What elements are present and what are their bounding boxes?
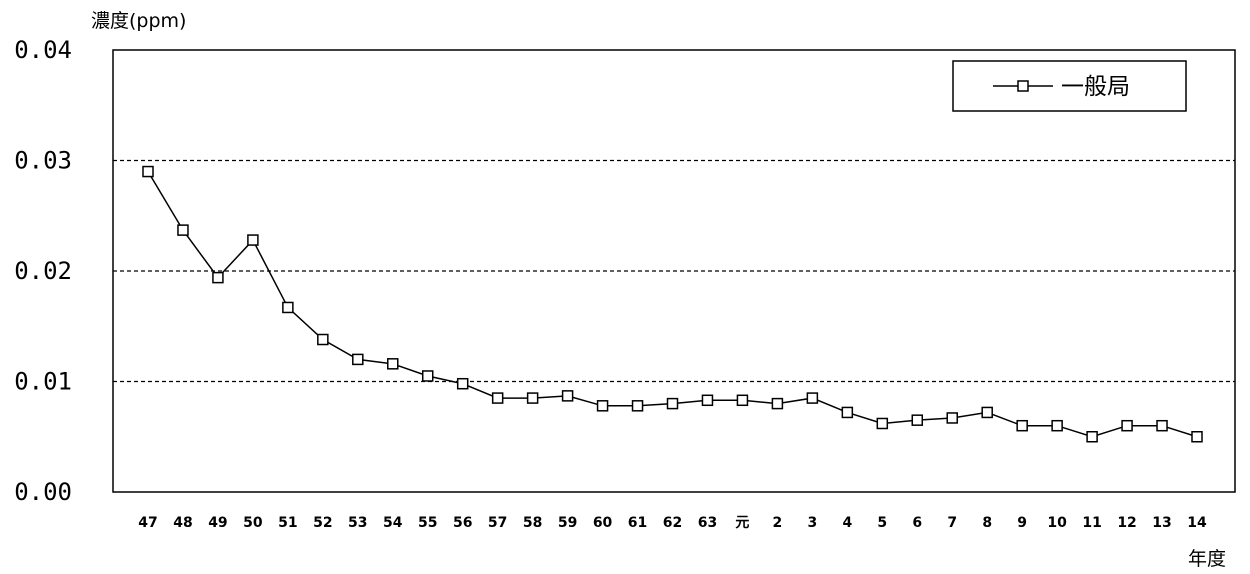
x-tick-label: 56 [453,515,472,531]
data-point [771,397,784,410]
x-tick-label: 13 [1152,515,1171,531]
y-tick-label: 0.00 [14,478,72,506]
x-tick-label: 6 [912,515,922,531]
series-layer [142,165,1203,443]
x-tick-label: 51 [278,515,297,531]
data-point [1121,419,1133,432]
x-tick-label: 63 [698,515,717,531]
data-point [701,394,714,407]
data-point [841,406,854,419]
x-tick-label: 5 [877,515,887,531]
x-tick-label: 2 [773,515,783,531]
data-point [212,271,224,284]
data-point [387,358,399,370]
x-tick-label: 48 [173,515,192,531]
x-tick-label: 8 [982,515,992,531]
data-point [631,400,644,412]
y-axis-ticks: 0.00 0.01 0.02 0.03 0.04 [14,36,72,506]
data-point [1191,431,1203,443]
x-tick-label: 49 [208,515,227,531]
y-tick-label: 0.04 [14,36,72,64]
x-tick-label: 4 [842,515,852,531]
data-point [491,392,504,404]
legend-box [952,60,1187,112]
y-axis-title: 濃度(ppm) [91,10,186,32]
x-tick-label: 54 [383,515,403,531]
x-tick-label: 60 [593,515,613,531]
x-axis-ticks: 47 48 49 50 51 52 53 54 55 56 57 58 59 60 61 62 63 元 2 3 4 5 6… [138,515,1207,531]
data-point [282,301,294,314]
legend-marker [1017,80,1029,92]
data-point [596,400,609,412]
data-point [911,414,924,426]
x-tick-label: 3 [807,515,817,531]
data-point [177,224,189,236]
series-line [147,171,1198,438]
data-point [456,377,469,390]
x-tick-label: 58 [523,515,542,531]
y-tick-label: 0.02 [14,257,72,285]
gridlines [113,159,1235,383]
legend-label: 一般局 [1061,74,1130,100]
y-tick-label: 0.01 [14,368,72,396]
x-tick-label: 50 [243,515,263,531]
x-tick-label: 9 [1017,515,1027,531]
data-point [736,394,749,407]
x-tick-label: 53 [348,515,367,531]
x-axis-title: 年度 [1188,548,1226,570]
data-point [806,392,819,404]
data-point [352,353,364,366]
plot-frame [112,49,1236,493]
x-tick-label: 14 [1187,515,1207,531]
x-tick-label: 12 [1117,515,1136,531]
data-point [247,234,259,246]
x-tick-label: 62 [663,515,682,531]
x-tick-label: 61 [628,515,647,531]
data-point [526,392,539,404]
data-point [1051,419,1063,432]
x-tick-label: 59 [558,515,577,531]
data-point [946,412,958,424]
data-point [981,406,993,419]
data-point [142,165,154,178]
x-tick-label: 10 [1047,515,1067,531]
legend: 一般局 [952,60,1187,112]
y-tick-label: 0.03 [14,147,72,175]
x-tick-label: 元 [735,515,749,531]
data-point [421,370,434,382]
x-tick-label: 57 [488,515,507,531]
data-point [1156,419,1168,432]
data-point [1086,431,1098,443]
x-tick-label: 47 [138,515,157,531]
data-point [1016,419,1028,432]
data-point [666,397,679,410]
data-point [317,333,329,346]
x-tick-label: 7 [947,515,957,531]
data-point [876,417,889,430]
x-tick-label: 11 [1082,515,1101,531]
data-point [561,390,574,402]
x-tick-label: 55 [418,515,437,531]
x-tick-label: 52 [313,515,332,531]
